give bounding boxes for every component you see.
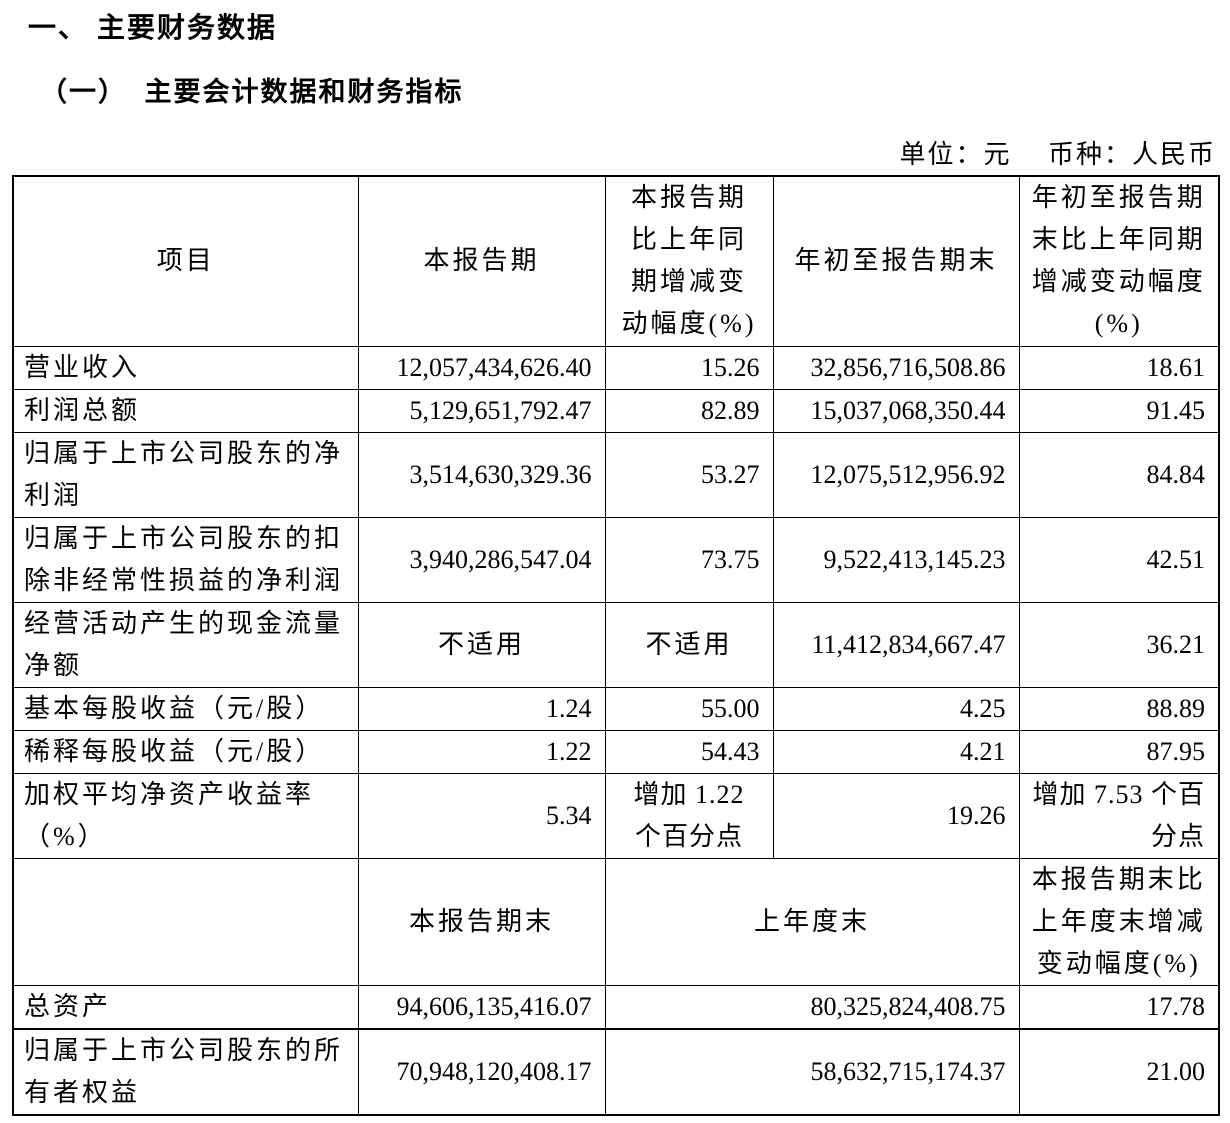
value-ytd-change: 88.89 bbox=[1018, 686, 1220, 731]
value-ytd: 19.26 bbox=[772, 772, 1020, 859]
table-row-total-profit: 利润总额 5,129,651,792.47 82.89 15,037,068,3… bbox=[12, 388, 1220, 433]
value-ytd-change: 18.61 bbox=[1018, 345, 1220, 390]
table-row-diluted-eps: 稀释每股收益（元/股） 1.22 54.43 4.21 87.95 bbox=[12, 729, 1220, 774]
value-ytd-change: 36.21 bbox=[1018, 601, 1220, 688]
value-current-change: 增加 1.22 个百分点 bbox=[604, 772, 774, 859]
row-label: 基本每股收益（元/股） bbox=[12, 686, 359, 731]
col-header-ytd: 年初至报告期末 bbox=[772, 175, 1020, 347]
financial-table: 项目 本报告期 本报告期 比上年同 期增减变 动幅度(%) 年初至报告期末 年初… bbox=[12, 175, 1220, 1116]
value-period-end: 70,948,120,408.17 bbox=[357, 1028, 606, 1116]
col-header-current-period: 本报告期 bbox=[357, 175, 606, 347]
value-change: 17.78 bbox=[1018, 984, 1220, 1030]
value-current: 1.22 bbox=[357, 729, 606, 774]
row-label: 总资产 bbox=[12, 984, 359, 1030]
value-ytd: 12,075,512,956.92 bbox=[772, 431, 1020, 518]
value-current: 3,940,286,547.04 bbox=[357, 516, 606, 603]
table-row-revenue: 营业收入 12,057,434,626.40 15.26 32,856,716,… bbox=[12, 345, 1220, 390]
value-change: 21.00 bbox=[1018, 1028, 1220, 1116]
value-current-change: 15.26 bbox=[604, 345, 774, 390]
value-ytd-change: 84.84 bbox=[1018, 431, 1220, 518]
table-row-owners-equity: 归属于上市公司股东的所 有者权益 70,948,120,408.17 58,63… bbox=[12, 1028, 1220, 1116]
table-row-net-profit-excl-nonrecurring: 归属于上市公司股东的扣 除非经常性损益的净利润 3,940,286,547.04… bbox=[12, 516, 1220, 603]
table-row-total-assets: 总资产 94,606,135,416.07 80,325,824,408.75 … bbox=[12, 984, 1220, 1030]
row-label: 利润总额 bbox=[12, 388, 359, 433]
value-current-change: 不适用 bbox=[604, 601, 774, 688]
value-current-change: 73.75 bbox=[604, 516, 774, 603]
value-ytd-change: 87.95 bbox=[1018, 729, 1220, 774]
value-prev-year-end: 80,325,824,408.75 bbox=[604, 984, 1020, 1030]
unit-currency-note: 单位：元 币种：人民币 bbox=[899, 140, 1216, 169]
value-period-end: 94,606,135,416.07 bbox=[357, 984, 606, 1030]
value-ytd-change: 增加 7.53 个百 分点 bbox=[1018, 772, 1220, 859]
value-current-change: 54.43 bbox=[604, 729, 774, 774]
table-row-basic-eps: 基本每股收益（元/股） 1.24 55.00 4.25 88.89 bbox=[12, 686, 1220, 731]
table-row-net-profit: 归属于上市公司股东的净 利润 3,514,630,329.36 53.27 12… bbox=[12, 431, 1220, 518]
section-subtitle: （一） 主要会计数据和财务指标 bbox=[40, 77, 464, 107]
value-current: 1.24 bbox=[357, 686, 606, 731]
value-ytd: 15,037,068,350.44 bbox=[772, 388, 1020, 433]
value-current: 5.34 bbox=[357, 772, 606, 859]
page-title: 一、 主要财务数据 bbox=[28, 13, 278, 44]
value-ytd: 4.21 bbox=[772, 729, 1020, 774]
col-header-current-period-change: 本报告期 比上年同 期增减变 动幅度(%) bbox=[604, 175, 774, 347]
value-prev-year-end: 58,632,715,174.37 bbox=[604, 1028, 1020, 1116]
row-label: 归属于上市公司股东的净 利润 bbox=[12, 431, 359, 518]
header-row-bottom: 本报告期末 上年度末 本报告期末比 上年度末增减 变动幅度(%) bbox=[12, 857, 1220, 986]
col-header-period-end: 本报告期末 bbox=[357, 857, 606, 986]
value-current: 不适用 bbox=[357, 601, 606, 688]
value-ytd-change: 42.51 bbox=[1018, 516, 1220, 603]
value-current: 3,514,630,329.36 bbox=[357, 431, 606, 518]
row-label: 归属于上市公司股东的扣 除非经常性损益的净利润 bbox=[12, 516, 359, 603]
value-ytd: 9,522,413,145.23 bbox=[772, 516, 1020, 603]
row-label: 归属于上市公司股东的所 有者权益 bbox=[12, 1028, 359, 1116]
col-header-ytd-change: 年初至报告期 末比上年同期 增减变动幅度 (%) bbox=[1018, 175, 1220, 347]
value-ytd: 4.25 bbox=[772, 686, 1020, 731]
row-label: 加权平均净资产收益率 （%） bbox=[12, 772, 359, 859]
row-label: 稀释每股收益（元/股） bbox=[12, 729, 359, 774]
value-ytd: 11,412,834,667.47 bbox=[772, 601, 1020, 688]
value-current-change: 53.27 bbox=[604, 431, 774, 518]
header-row-top: 项目 本报告期 本报告期 比上年同 期增减变 动幅度(%) 年初至报告期末 年初… bbox=[12, 175, 1220, 347]
col-header-item: 项目 bbox=[12, 175, 359, 347]
value-current-change: 55.00 bbox=[604, 686, 774, 731]
table-row-weighted-avg-roe: 加权平均净资产收益率 （%） 5.34 增加 1.22 个百分点 19.26 增… bbox=[12, 772, 1220, 859]
col-header-empty bbox=[12, 857, 359, 986]
value-current: 5,129,651,792.47 bbox=[357, 388, 606, 433]
value-current: 12,057,434,626.40 bbox=[357, 345, 606, 390]
row-label: 营业收入 bbox=[12, 345, 359, 390]
col-header-period-end-change: 本报告期末比 上年度末增减 变动幅度(%) bbox=[1018, 857, 1220, 986]
col-header-prev-year-end: 上年度末 bbox=[604, 857, 1020, 986]
value-current-change: 82.89 bbox=[604, 388, 774, 433]
table-row-operating-cash-flow: 经营活动产生的现金流量 净额 不适用 不适用 11,412,834,667.47… bbox=[12, 601, 1220, 688]
value-ytd: 32,856,716,508.86 bbox=[772, 345, 1020, 390]
row-label: 经营活动产生的现金流量 净额 bbox=[12, 601, 359, 688]
value-ytd-change: 91.45 bbox=[1018, 388, 1220, 433]
